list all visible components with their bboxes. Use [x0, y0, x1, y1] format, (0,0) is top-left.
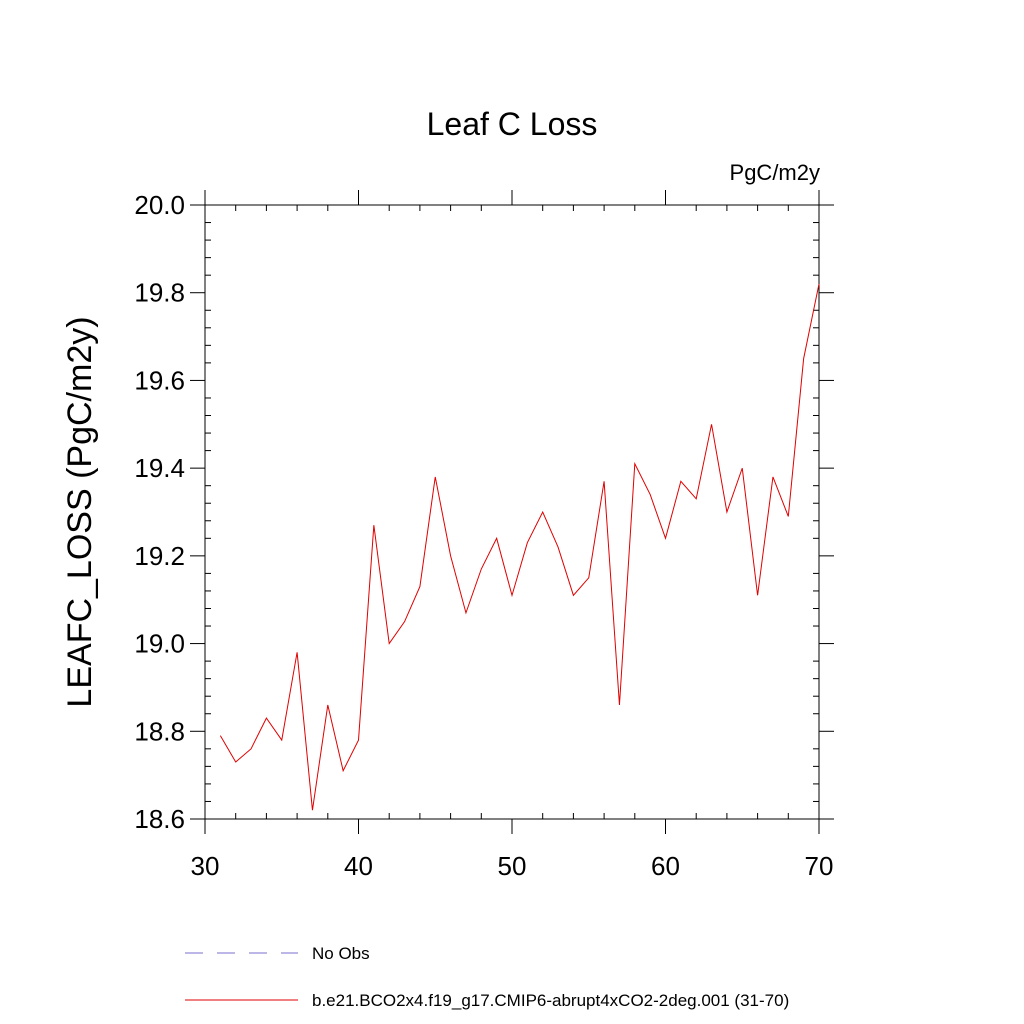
x-tick-label: 50 [498, 851, 527, 881]
x-tick-label: 60 [651, 851, 680, 881]
y-tick-label: 19.2 [134, 541, 185, 571]
x-tick-label: 30 [191, 851, 220, 881]
axis-ticks [190, 190, 834, 834]
x-tick-label: 40 [344, 851, 373, 881]
series-line [219, 283, 820, 811]
y-tick-label: 19.8 [134, 278, 185, 308]
y-tick-label: 19.4 [134, 453, 185, 483]
y-tick-label: 19.0 [134, 629, 185, 659]
legend: No Obs b.e21.BCO2x4.f19_g17.CMIP6-abrupt4… [185, 944, 789, 1010]
y-tick-labels: 18.6 18.8 19.0 19.2 19.4 19.6 19.8 20.0 [134, 190, 185, 834]
series-lines [219, 283, 820, 811]
chart-title: Leaf C Loss [427, 106, 598, 142]
y-tick-label: 18.8 [134, 716, 185, 746]
y-tick-label: 18.6 [134, 804, 185, 834]
units-label: PgC/m2y [730, 160, 820, 185]
y-tick-label: 20.0 [134, 190, 185, 220]
legend-label: b.e21.BCO2x4.f19_g17.CMIP6-abrupt4xCO2-2… [312, 991, 789, 1010]
y-axis-label: LEAFC_LOSS (PgC/m2y) [61, 316, 99, 707]
legend-label: No Obs [312, 944, 370, 963]
y-tick-label: 19.6 [134, 365, 185, 395]
x-tick-labels: 30 40 50 60 70 [191, 851, 834, 881]
x-tick-label: 70 [805, 851, 834, 881]
